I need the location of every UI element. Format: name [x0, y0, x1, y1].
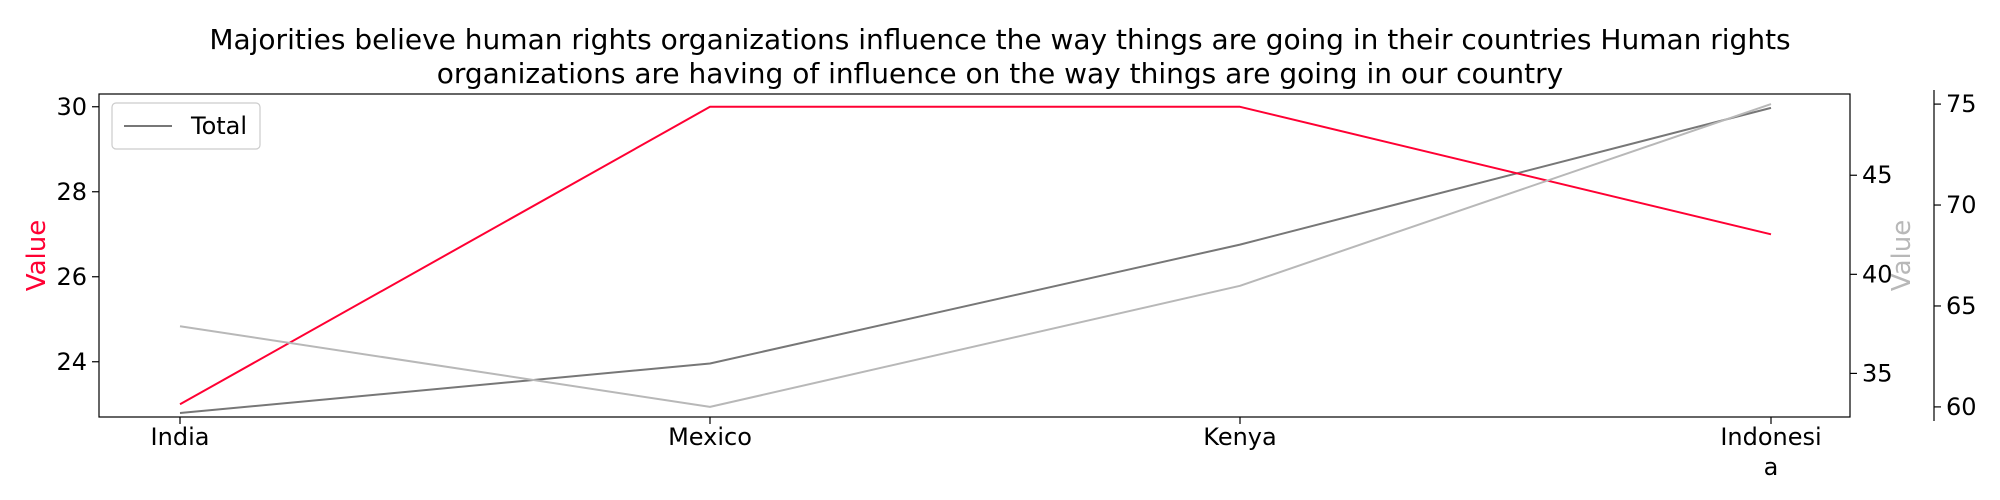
left-axis-label: Value [22, 220, 52, 291]
x-tick-label: Mexico [668, 423, 752, 451]
left-tick-label: 30 [56, 93, 87, 121]
left-tick-label: 26 [56, 263, 87, 291]
right-inner-tick-label: 40 [1862, 260, 1893, 288]
left-tick-label: 24 [56, 348, 87, 376]
right-outer-tick-label: 60 [1946, 393, 1977, 421]
right-outer-tick-label: 75 [1946, 90, 1977, 118]
chart-title-line-1: Majorities believe human rights organiza… [209, 23, 1790, 56]
series-layer [179, 103, 1772, 414]
plot-frame [98, 93, 1851, 418]
series-line-total [179, 106, 1772, 414]
x-tick-label: a [1764, 453, 1779, 481]
left-tick-label: 28 [56, 178, 87, 206]
series-line-left [179, 105, 1772, 406]
chart-title-line-2: organizations are having of influence on… [437, 57, 1563, 90]
right-outer-tick-label: 70 [1946, 191, 1977, 219]
right-inner-tick-label: 45 [1862, 161, 1893, 189]
right-inner-tick-label: 35 [1862, 359, 1893, 387]
legend-label: Total [190, 112, 247, 140]
legend: Total [111, 102, 261, 150]
right-axis-label: Value [1887, 220, 1917, 291]
x-tick-label: Kenya [1203, 423, 1276, 451]
axes-layer [92, 90, 1941, 424]
x-tick-label: Indonesi [1720, 423, 1821, 451]
legend-box [111, 102, 261, 150]
labels-layer: 24 26 28 30 35 40 45 60 65 70 75 India Mexico Kenya In… [22, 90, 1977, 481]
series-line-right-outer [179, 103, 1772, 408]
x-tick-label: India [151, 423, 210, 451]
right-outer-tick-label: 65 [1946, 292, 1977, 320]
